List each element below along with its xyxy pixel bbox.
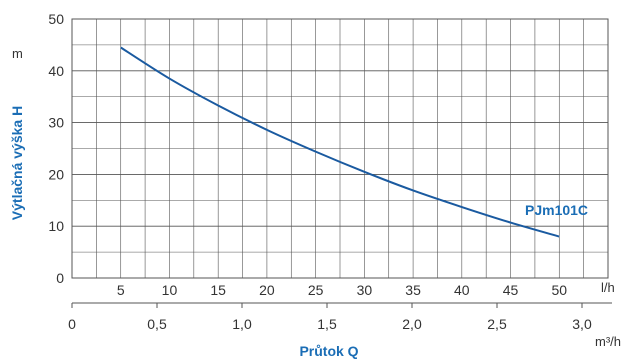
x-tick-label-primary: 40 bbox=[454, 282, 470, 298]
grid bbox=[71, 18, 609, 279]
x-tick-label-secondary: 3,0 bbox=[572, 316, 592, 332]
series-label-pjm101c: PJm101C bbox=[525, 202, 588, 218]
y-unit-label: m bbox=[12, 46, 23, 61]
y-tick-label: 40 bbox=[48, 63, 64, 79]
y-tick-label: 10 bbox=[48, 218, 64, 234]
plot-frame bbox=[71, 18, 609, 279]
y-axis-ticks: 0 10 20 30 40 50 bbox=[48, 11, 64, 286]
x-tick-label-secondary: 2,0 bbox=[402, 316, 422, 332]
x-tick-label-primary: 20 bbox=[259, 282, 275, 298]
x-tick-label-primary: 10 bbox=[162, 282, 178, 298]
x-tick-label-primary: 50 bbox=[551, 282, 567, 298]
x-tick-label-secondary: 1,0 bbox=[232, 316, 252, 332]
x-axis-title: Průtok Q bbox=[299, 343, 358, 359]
y-tick-label: 0 bbox=[56, 270, 64, 286]
x-tick-label-primary: 35 bbox=[405, 282, 421, 298]
x-tick-label-primary: 15 bbox=[210, 282, 226, 298]
y-tick-label: 20 bbox=[48, 166, 64, 182]
x-tick-label-secondary: 0 bbox=[68, 316, 76, 332]
x-tick-label-secondary: 2,5 bbox=[487, 316, 507, 332]
x-axis-primary-ticks: 5 10 15 20 25 30 35 40 45 50 bbox=[117, 282, 567, 298]
y-tick-label: 50 bbox=[48, 11, 64, 27]
y-axis-title: Výtlačná výška H bbox=[9, 106, 25, 220]
y-tick-label: 30 bbox=[48, 115, 64, 131]
x-tick-label-secondary: 0,5 bbox=[147, 316, 167, 332]
x-tick-label-primary: 25 bbox=[308, 282, 324, 298]
x-axis-secondary-ticks: 0 0,5 1,0 1,5 2,0 2,5 3,0 bbox=[68, 302, 612, 332]
x-tick-label-primary: 45 bbox=[503, 282, 519, 298]
x-unit-primary: l/h bbox=[601, 280, 615, 295]
x-tick-label-primary: 5 bbox=[117, 282, 125, 298]
x-tick-label-primary: 30 bbox=[357, 282, 373, 298]
x-unit-secondary: m³/h bbox=[595, 334, 621, 349]
series-group bbox=[120, 46, 560, 238]
series-line-pjm101c bbox=[120, 46, 560, 238]
x-tick-label-secondary: 1,5 bbox=[317, 316, 337, 332]
